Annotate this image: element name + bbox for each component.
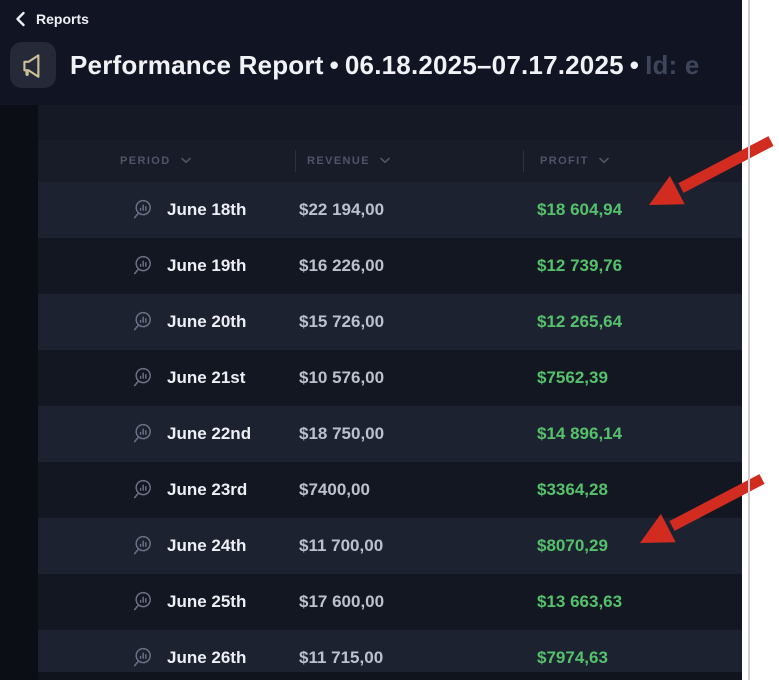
revenue-value: $11 700,00: [299, 536, 384, 555]
magnifier-chart-icon: [133, 423, 153, 445]
next-row-partial: [38, 672, 742, 680]
table-row[interactable]: June 24th $11 700,00 $8070,29: [38, 518, 742, 574]
profit-value: $8070,29: [537, 536, 608, 555]
megaphone-icon: [10, 42, 56, 88]
page-title-dates: 06.18.2025–07.17.2025: [344, 49, 624, 80]
profit-value: $18 604,94: [537, 200, 623, 219]
table-row[interactable]: June 22nd $18 750,00 $14 896,14: [38, 406, 742, 462]
magnifier-chart-icon: [133, 591, 153, 613]
magnifier-chart-icon: [133, 535, 153, 557]
period-value: June 22nd: [167, 424, 252, 443]
period-value: June 18th: [167, 200, 247, 219]
chevron-left-icon: [15, 11, 26, 27]
column-label: REVENUE: [307, 155, 370, 167]
magnifier-chart-icon: [133, 255, 153, 277]
table-body: June 18th $22 194,00 $18 604,94 June 19th $1…: [38, 182, 742, 680]
title-bullet: •: [329, 49, 339, 80]
breadcrumb-label: Reports: [36, 11, 89, 27]
chevron-down-icon: [180, 155, 191, 167]
table-row[interactable]: June 18th $22 194,00 $18 604,94: [38, 182, 742, 238]
column-header-period[interactable]: PERIOD: [38, 140, 295, 182]
period-value: June 24th: [167, 536, 247, 555]
breadcrumb-back[interactable]: Reports: [15, 11, 89, 27]
page-title-main: Performance Report: [70, 49, 324, 80]
revenue-value: $11 715,00: [299, 648, 384, 667]
left-gutter: [0, 105, 38, 680]
period-value: June 19th: [167, 256, 247, 275]
title-bullet: •: [629, 49, 640, 80]
period-value: June 23rd: [167, 480, 248, 499]
profit-value: $14 896,14: [537, 424, 623, 443]
revenue-value: $16 226,00: [299, 256, 385, 275]
period-value: June 21st: [167, 368, 246, 387]
table-row[interactable]: June 20th $15 726,00 $12 265,64: [38, 294, 742, 350]
table-row[interactable]: June 25th $17 600,00 $13 663,63: [38, 574, 742, 630]
revenue-value: $7400,00: [299, 480, 370, 499]
revenue-value: $22 194,00: [299, 200, 385, 219]
page-title: Performance Report • 06.18.2025–07.17.2025…: [70, 50, 700, 81]
revenue-value: $10 576,00: [299, 368, 385, 387]
table-top-spacer: [38, 105, 742, 140]
period-value: June 20th: [167, 312, 247, 331]
page-title-id: Id: e: [645, 49, 700, 80]
table-row[interactable]: June 26th $11 715,00 $7974,63: [38, 630, 742, 680]
report-table: PERIOD REVENUE PROFIT June 18th $22 194,0…: [38, 105, 742, 680]
magnifier-chart-icon: [133, 647, 153, 669]
period-value: June 25th: [167, 592, 247, 611]
column-label: PERIOD: [120, 155, 171, 167]
profit-value: $12 739,76: [537, 256, 623, 275]
report-window: Reports Performance Report • 06.18.2025–07…: [0, 0, 742, 680]
column-header-profit[interactable]: PROFIT: [523, 140, 742, 182]
profit-value: $3364,28: [537, 480, 608, 499]
table-row[interactable]: June 19th $16 226,00 $12 739,76: [38, 238, 742, 294]
report-header: Performance Report • 06.18.2025–07.17.2025…: [10, 42, 700, 88]
table-row[interactable]: June 21st $10 576,00 $7562,39: [38, 350, 742, 406]
profit-value: $7562,39: [537, 368, 608, 387]
revenue-value: $15 726,00: [299, 312, 385, 331]
magnifier-chart-icon: [133, 311, 153, 333]
period-value: June 26th: [167, 648, 247, 667]
window-edge-line: [748, 0, 750, 680]
revenue-value: $17 600,00: [299, 592, 385, 611]
chevron-down-icon: [598, 155, 609, 167]
profit-value: $12 265,64: [537, 312, 623, 331]
column-label: PROFIT: [540, 155, 589, 167]
table-header-row: PERIOD REVENUE PROFIT: [38, 140, 742, 182]
profit-value: $7974,63: [537, 648, 608, 667]
magnifier-chart-icon: [133, 199, 153, 221]
profit-value: $13 663,63: [537, 592, 623, 611]
magnifier-chart-icon: [133, 479, 153, 501]
chevron-down-icon: [380, 155, 390, 167]
table-row[interactable]: June 23rd $7400,00 $3364,28: [38, 462, 742, 518]
column-header-revenue[interactable]: REVENUE: [295, 140, 523, 182]
magnifier-chart-icon: [133, 367, 153, 389]
revenue-value: $18 750,00: [299, 424, 385, 443]
